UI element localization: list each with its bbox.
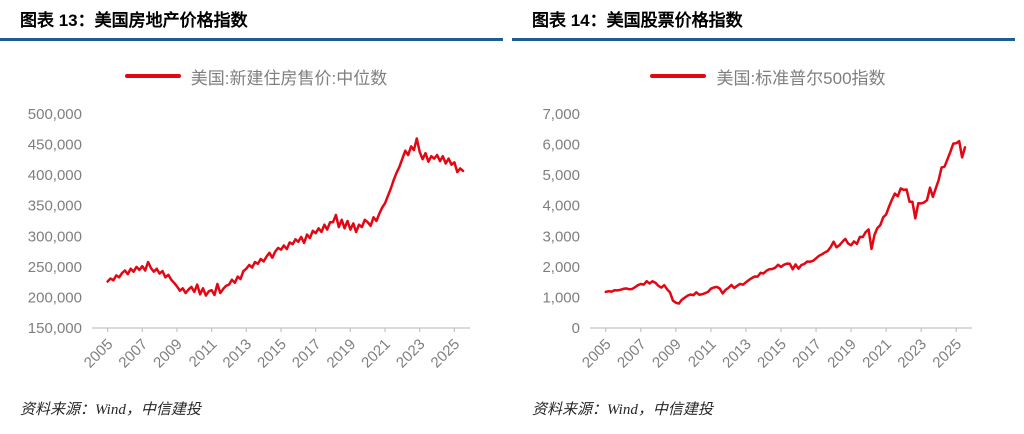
chart-source: 资料来源：Wind，中信建投 xyxy=(532,402,713,418)
y-axis-tick-label: 3,000 xyxy=(542,228,580,245)
y-axis-tick-label: 6,000 xyxy=(542,137,580,154)
x-axis-tick-label: 2017 xyxy=(289,336,325,372)
sp500-chart: 2005 2007 2009 2011 2013 2015 2017 2019 2021 2023… xyxy=(542,106,972,372)
y-axis-tick-label: 500,000 xyxy=(28,106,82,123)
y-axis-tick-label: 7,000 xyxy=(542,106,580,123)
x-axis-tick-label: 2021 xyxy=(358,336,394,372)
x-axis-tick-label: 2007 xyxy=(614,336,650,372)
housing-price-panel: 图表 13：美国房地产价格指数 美国:新建住房售价:中位数 2005 2007 20… xyxy=(0,11,512,418)
stock-price-panel: 图表 14：美国股票价格指数 美国:标准普尔500指数 2005 2007 2009… xyxy=(512,0,1024,434)
chart-source: 资料来源：Wind，中信建投 xyxy=(20,402,201,418)
legend-line-swatch xyxy=(650,74,707,78)
figure-title: 图表 14：美国股票价格指数 xyxy=(532,11,743,30)
legend-label: 美国:新建住房售价:中位数 xyxy=(190,68,388,88)
y-axis-tick-label: 5,000 xyxy=(542,167,580,184)
series-line xyxy=(106,137,465,297)
y-axis-tick-label: 0 xyxy=(572,320,580,337)
x-axis-tick-label: 2025 xyxy=(929,336,965,372)
y-axis-tick-label: 300,000 xyxy=(28,228,82,245)
housing-price-chart: 2005 2007 2009 2011 2013 2015 2017 2019 2021 2023… xyxy=(28,106,470,372)
series-line xyxy=(604,139,967,305)
x-axis-tick-label: 2025 xyxy=(428,336,464,372)
x-axis-tick-label: 2009 xyxy=(649,336,685,372)
x-axis-tick-label: 2023 xyxy=(393,336,429,372)
x-axis-tick-label: 2015 xyxy=(754,336,790,372)
y-axis-tick-label: 350,000 xyxy=(28,198,82,215)
legend-label: 美国:标准普尔500指数 xyxy=(716,68,886,88)
x-axis-tick-label: 2007 xyxy=(115,336,151,372)
y-axis-tick-label: 150,000 xyxy=(28,320,82,337)
x-axis-tick-label: 2019 xyxy=(824,336,860,372)
chart-legend: 美国:标准普尔500指数 xyxy=(512,66,1024,88)
y-axis-tick-label: 400,000 xyxy=(28,167,82,184)
x-axis-tick-label: 2013 xyxy=(719,336,755,372)
y-axis-tick-label: 2,000 xyxy=(542,259,580,276)
x-axis-tick-label: 2021 xyxy=(859,336,895,372)
legend-line-swatch xyxy=(124,74,181,78)
y-axis-tick-label: 250,000 xyxy=(28,259,82,276)
x-axis-tick-label: 2015 xyxy=(254,336,290,372)
figure-title: 图表 13：美国房地产价格指数 xyxy=(20,11,248,30)
y-axis-tick-label: 1,000 xyxy=(542,289,580,306)
y-axis-tick-label: 450,000 xyxy=(28,137,82,154)
title-rule xyxy=(512,38,1015,41)
title-rule xyxy=(0,38,503,41)
x-axis-tick-label: 2019 xyxy=(324,336,360,372)
x-axis-tick-label: 2005 xyxy=(579,336,615,372)
x-axis-tick-label: 2013 xyxy=(220,336,256,372)
x-axis-tick-label: 2011 xyxy=(186,336,221,371)
y-axis-tick-label: 4,000 xyxy=(542,198,580,215)
x-axis-tick-label: 2009 xyxy=(150,336,186,372)
x-axis-tick-label: 2005 xyxy=(81,336,117,372)
y-axis-tick-label: 200,000 xyxy=(28,289,82,306)
x-axis-tick-label: 2017 xyxy=(789,336,825,372)
x-axis-tick-label: 2023 xyxy=(894,336,930,372)
x-axis-tick-label: 2011 xyxy=(685,336,720,371)
chart-legend: 美国:新建住房售价:中位数 xyxy=(0,66,512,88)
